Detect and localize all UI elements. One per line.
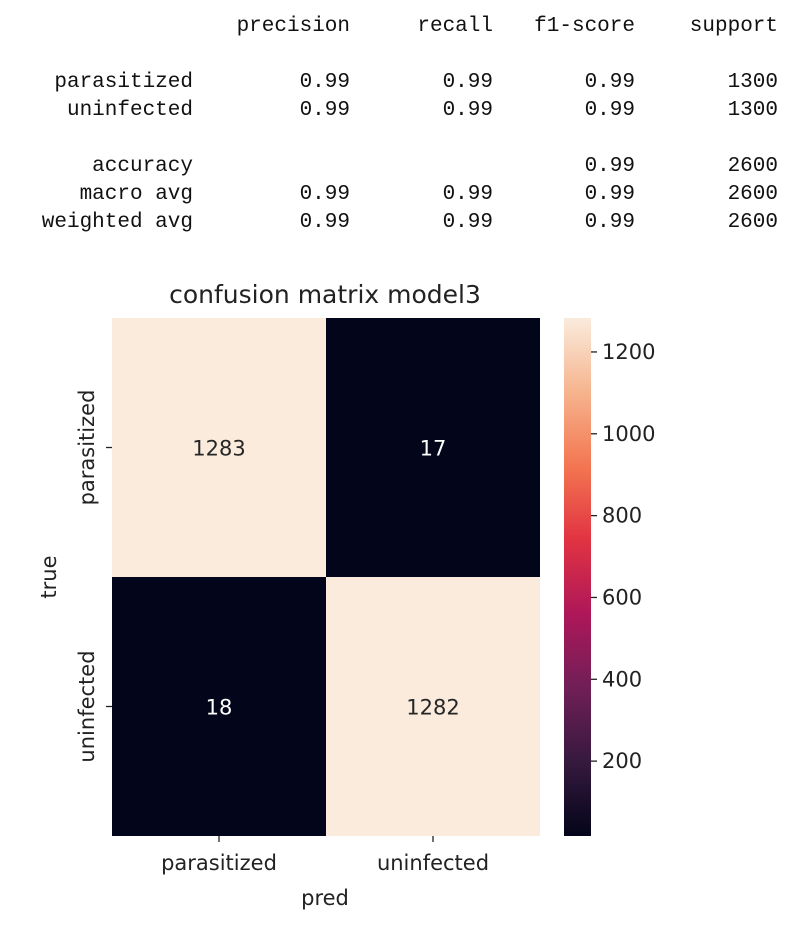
cell-f1: 0.99 (500, 209, 635, 237)
cell-precision: 0.99 (200, 97, 350, 125)
cell-support: 2600 (640, 153, 778, 181)
cell-recall: 0.99 (360, 181, 493, 209)
cell-f1: 0.99 (500, 97, 635, 125)
cell-value-label: 17 (420, 437, 447, 461)
cell-value-label: 18 (206, 696, 233, 720)
cell-f1: 0.99 (500, 69, 635, 97)
colorbar-tick-label: 600 (602, 585, 642, 609)
colorbar-tick-label: 800 (602, 504, 642, 528)
y-axis-label: true (37, 555, 61, 598)
cell-recall: 0.99 (360, 209, 493, 237)
x-axis-label: pred (301, 886, 349, 910)
row-label-uninfected: uninfected (0, 97, 193, 125)
x-tick-label: uninfected (377, 851, 489, 875)
colorbar-tick-label: 1200 (602, 340, 655, 364)
cell-recall: 0.99 (360, 69, 493, 97)
y-tick-label: uninfected (75, 650, 99, 762)
row-label-accuracy: accuracy (0, 153, 193, 181)
cell-support: 2600 (640, 209, 778, 237)
cell-value-label: 1283 (192, 437, 245, 461)
cell-precision: 0.99 (200, 209, 350, 237)
x-tick-label: parasitized (161, 851, 277, 875)
row-label-parasitized: parasitized (0, 69, 193, 97)
colorbar-tick-label: 1000 (602, 422, 655, 446)
cell-precision: 0.99 (200, 69, 350, 97)
cell-precision: 0.99 (200, 181, 350, 209)
row-label-weighted-avg: weighted avg (0, 209, 193, 237)
colorbar-tick-label: 400 (602, 667, 642, 691)
header-recall: recall (360, 13, 493, 41)
row-label-macro-avg: macro avg (0, 181, 193, 209)
cell-support: 1300 (640, 69, 778, 97)
colorbar-tick-label: 200 (602, 749, 642, 773)
confusion-matrix-chart: confusion matrix model3 1283 17 18 1282 par… (0, 255, 796, 926)
cell-support: 1300 (640, 97, 778, 125)
header-precision: precision (200, 13, 350, 41)
classification-report: precision recall f1-score support parasi… (0, 0, 796, 250)
cell-value-label: 1282 (406, 696, 459, 720)
cell-support: 2600 (640, 181, 778, 209)
cell-f1: 0.99 (500, 153, 635, 181)
cell-recall: 0.99 (360, 97, 493, 125)
header-f1-score: f1-score (500, 13, 635, 41)
y-tick-label: parasitized (75, 390, 99, 506)
chart-title: confusion matrix model3 (169, 280, 481, 309)
header-support: support (640, 13, 778, 41)
cell-f1: 0.99 (500, 181, 635, 209)
colorbar (564, 318, 591, 836)
